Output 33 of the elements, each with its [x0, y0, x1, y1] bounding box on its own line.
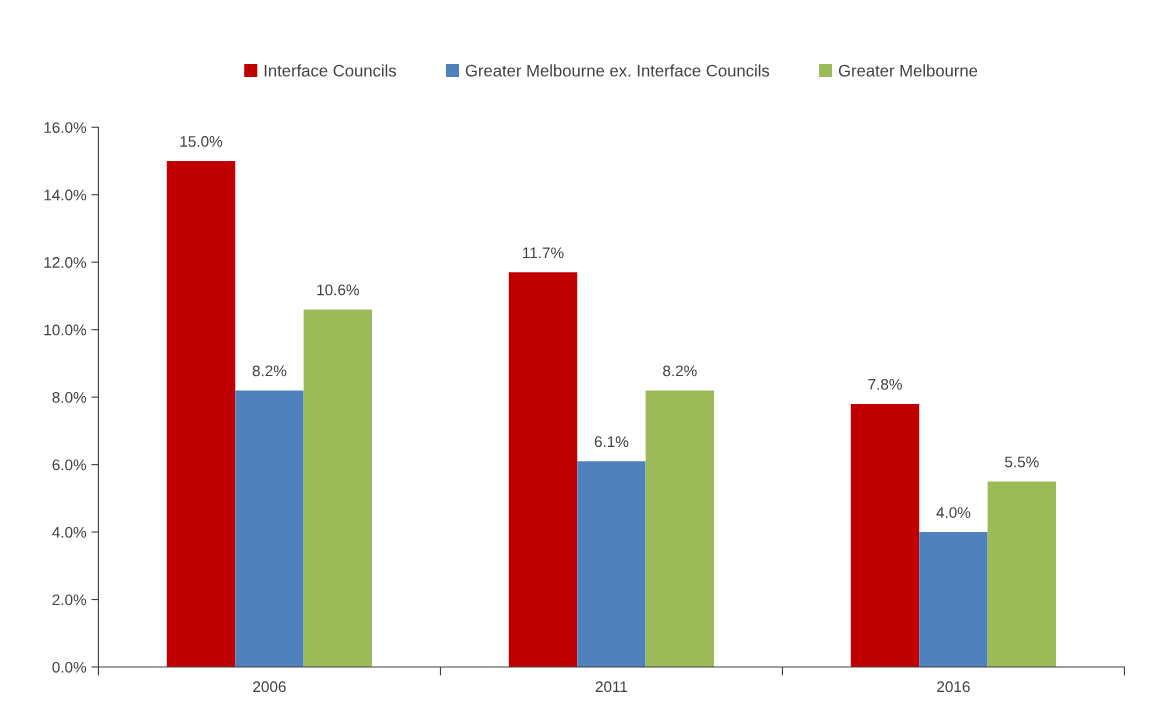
legend-label: Greater Melbourne ex. Interface Councils — [465, 64, 770, 77]
bar — [166, 161, 236, 668]
x-tick-label: 2006 — [253, 681, 286, 693]
bar — [508, 272, 578, 668]
data-label: 15.0% — [180, 136, 223, 147]
legend-label: Interface Councils — [264, 64, 397, 77]
x-tick-label: 2016 — [937, 681, 970, 693]
data-label: 11.7% — [523, 247, 564, 259]
y-tick-label: 2.0% — [52, 594, 87, 606]
bar — [577, 461, 646, 668]
bar — [645, 390, 715, 668]
bar — [850, 403, 920, 668]
data-label: 8.2% — [252, 365, 287, 377]
data-label: 8.2% — [663, 365, 697, 377]
y-tick-label: 4.0% — [52, 526, 87, 538]
data-label: 4.0% — [936, 507, 971, 518]
data-label: 6.1% — [594, 436, 629, 448]
y-tick-label: 0.0% — [52, 661, 87, 673]
y-tick-label: 16.0% — [44, 122, 87, 133]
y-tick-label: 8.0% — [52, 392, 87, 403]
y-tick-label: 12.0% — [44, 257, 87, 268]
y-tick-label: 6.0% — [52, 459, 87, 471]
data-label: 10.6% — [317, 284, 359, 296]
y-tick-label: 10.0% — [44, 324, 87, 336]
data-label: 7.8% — [868, 378, 902, 390]
data-label: 5.5% — [1005, 456, 1039, 468]
x-tick-label: 2011 — [595, 681, 628, 693]
bar — [987, 481, 1057, 668]
y-tick-label: 14.0% — [44, 189, 87, 201]
legend-label: Greater Melbourne — [838, 64, 978, 77]
bar — [303, 309, 373, 668]
bar — [235, 390, 304, 668]
bar — [919, 532, 988, 668]
